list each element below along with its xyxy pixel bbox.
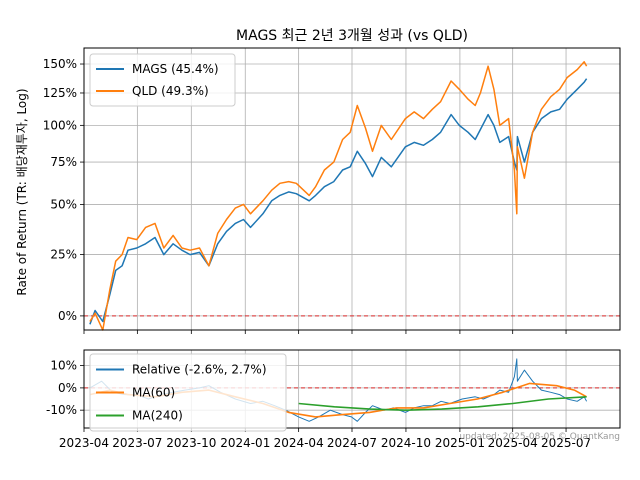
y-axis-label: Rate of Return (TR: 배당재투자, Log) [15,88,29,295]
series-lines [89,61,588,331]
main-chart: MAGS 최근 2년 3개월 성과 (vs QLD) Rate of Retur… [15,28,621,334]
x-tick-label: 2025-07 [541,436,591,450]
y-axis-ticks: 10% 0% -10% [46,359,84,417]
x-tick-label: 2023-10 [166,436,216,450]
relative-chart: 10% 0% -10% 2023-04 2023-07 2023-10 2024-01 20… [46,349,621,450]
y-tick-label: 100% [43,118,77,132]
series-line-3 [298,396,587,412]
series-line-2 [89,61,588,331]
y-tick-label: 75% [50,155,77,169]
x-axis-ticks [83,330,567,334]
y-tick-label: 0% [58,309,77,323]
legend-box [89,353,287,432]
x-tick-label: 2024-04 [274,436,324,450]
y-tick-label: -10% [46,403,77,417]
grid [83,48,620,330]
y-axis-ticks: 0% 25% 50% 75% 100% 125% 150% [43,57,84,323]
x-tick-label: 2023-04 [59,436,109,450]
x-tick-label: 2025-04 [488,436,538,450]
y-tick-label: 125% [43,86,77,100]
chart-title: MAGS 최근 2년 3개월 성과 (vs QLD) [236,28,468,44]
x-tick-label: 2025-01 [435,436,485,450]
x-axis-ticks: 2023-04 2023-07 2023-10 2024-01 2024-04 2024-… [59,428,591,450]
y-tick-label: 25% [50,248,77,262]
legend-label: QLD (49.3%) [132,84,209,98]
y-tick-label: 10% [50,359,77,373]
legend-label: MAGS (45.4%) [132,62,219,76]
x-tick-label: 2023-07 [112,436,162,450]
footer-note: updated: 2025-08-05 © QuantKang [459,432,620,442]
y-tick-label: 50% [50,197,77,211]
y-tick-label: 0% [58,381,77,395]
y-tick-label: 150% [43,57,77,71]
x-tick-label: 2024-10 [381,436,431,450]
series-line-1 [89,78,588,325]
legend: MAGS (45.4%) QLD (49.3%) [89,53,236,107]
legend: Relative (-2.6%, 2.7%) MA(60) MA(240) [89,353,287,432]
legend-box [89,53,236,107]
x-tick-label: 2024-07 [327,436,377,450]
legend-label: Relative (-2.6%, 2.7%) [132,363,267,377]
legend-label: MA(60) [132,386,175,400]
x-tick-label: 2024-01 [220,436,270,450]
legend-label: MA(240) [132,409,183,423]
